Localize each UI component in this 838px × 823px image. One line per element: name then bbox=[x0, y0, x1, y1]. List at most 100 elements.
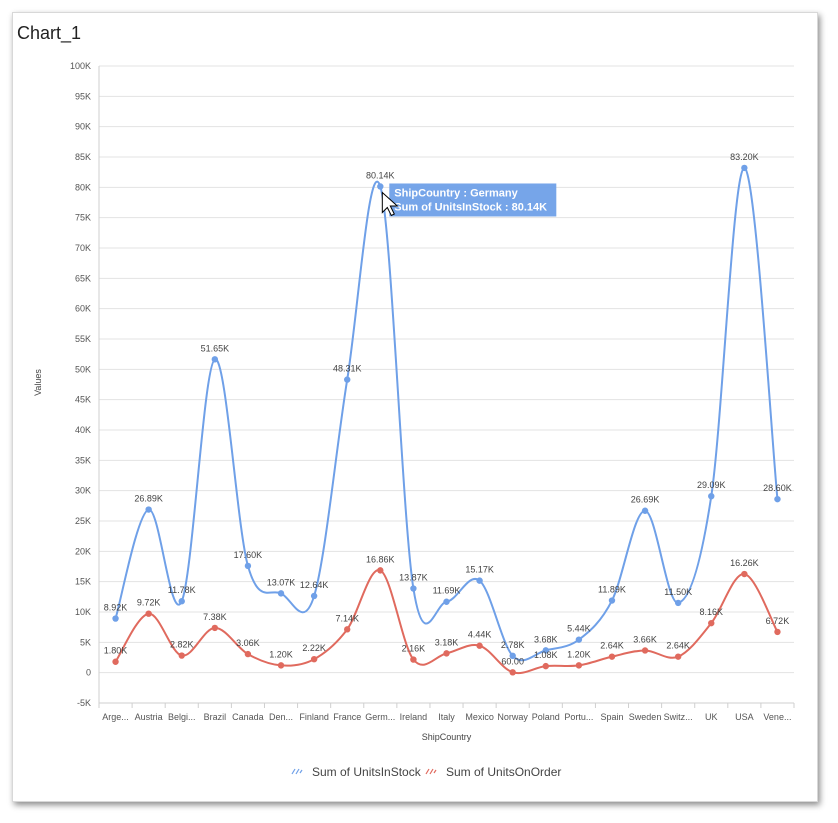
legend-label: Sum of UnitsInStock bbox=[312, 765, 422, 779]
data-point[interactable] bbox=[112, 615, 119, 622]
data-label: 3.06K bbox=[236, 638, 260, 648]
data-point[interactable] bbox=[410, 585, 417, 592]
data-point[interactable] bbox=[476, 577, 483, 584]
data-label: 7.14K bbox=[335, 613, 359, 623]
y-tick-label: 90K bbox=[75, 122, 91, 132]
data-label: 48.31K bbox=[333, 364, 362, 374]
legend-line-icon bbox=[425, 768, 437, 775]
y-tick-label: 95K bbox=[75, 91, 91, 101]
x-tick-label: Portu... bbox=[564, 712, 593, 722]
tooltip: ShipCountry : Germany Sum of UnitsInStock… bbox=[389, 183, 557, 217]
data-point[interactable] bbox=[277, 662, 285, 669]
y-tick-label: 55K bbox=[75, 334, 91, 344]
data-point[interactable] bbox=[674, 653, 682, 660]
data-point[interactable] bbox=[575, 662, 583, 669]
data-label: 17.60K bbox=[234, 550, 263, 560]
data-label: 2.16K bbox=[402, 644, 426, 654]
tooltip-line-2: Sum of UnitsInStock : 80.14K bbox=[394, 201, 547, 213]
data-point[interactable] bbox=[244, 650, 252, 658]
data-point[interactable] bbox=[608, 597, 616, 604]
data-label: 11.78K bbox=[168, 585, 196, 595]
x-tick-label: Vene... bbox=[763, 712, 791, 722]
data-point[interactable] bbox=[509, 669, 516, 676]
data-label: 60.00 bbox=[501, 656, 524, 666]
data-point[interactable] bbox=[542, 662, 549, 670]
data-label: 16.86K bbox=[366, 554, 395, 564]
y-tick-label: 100K bbox=[70, 61, 91, 71]
data-point[interactable] bbox=[641, 647, 649, 654]
data-label: 3.66K bbox=[633, 634, 657, 644]
data-point[interactable] bbox=[708, 619, 715, 627]
data-point[interactable] bbox=[476, 642, 483, 649]
data-label: 8.16K bbox=[699, 607, 723, 617]
data-label: 2.64K bbox=[666, 641, 690, 651]
data-point[interactable] bbox=[608, 653, 616, 660]
data-point[interactable] bbox=[112, 658, 119, 665]
data-point[interactable] bbox=[310, 592, 318, 600]
y-tick-label: 0 bbox=[86, 668, 91, 678]
data-label: 3.18K bbox=[435, 637, 459, 647]
data-point[interactable] bbox=[443, 650, 450, 657]
legend-label: Sum of UnitsOnOrder bbox=[446, 765, 561, 779]
data-point[interactable] bbox=[410, 656, 417, 663]
data-point[interactable] bbox=[145, 610, 152, 617]
x-tick-label: Germ... bbox=[365, 712, 395, 722]
data-point[interactable] bbox=[741, 164, 748, 172]
x-tick-label: Mexico bbox=[465, 712, 494, 722]
data-label: 9.72K bbox=[137, 598, 161, 608]
series-line-units-on-order bbox=[114, 569, 779, 675]
data-point[interactable] bbox=[774, 628, 781, 636]
data-point[interactable] bbox=[641, 507, 649, 514]
x-tick-label: Austria bbox=[135, 712, 163, 722]
y-axis-title: Values bbox=[33, 369, 43, 396]
y-tick-label: 70K bbox=[75, 243, 91, 253]
data-label: 80.14K bbox=[366, 170, 395, 180]
x-tick-label: Poland bbox=[532, 712, 560, 722]
y-tick-label: -5K bbox=[77, 698, 91, 708]
data-point[interactable] bbox=[509, 652, 516, 660]
data-label: 1.20K bbox=[567, 649, 591, 659]
data-label: 1.08K bbox=[534, 650, 558, 660]
data-point[interactable] bbox=[277, 590, 285, 597]
data-point[interactable] bbox=[145, 506, 152, 513]
data-point[interactable] bbox=[344, 626, 351, 633]
y-tick-label: 60K bbox=[75, 304, 91, 314]
data-point[interactable] bbox=[674, 599, 682, 607]
data-point[interactable] bbox=[708, 492, 715, 500]
data-point[interactable] bbox=[377, 183, 384, 190]
legend-item[interactable]: Sum of UnitsInStock bbox=[291, 765, 422, 779]
data-point[interactable] bbox=[178, 652, 185, 659]
y-tick-label: 10K bbox=[75, 607, 91, 617]
y-tick-label: 20K bbox=[75, 546, 91, 556]
data-point[interactable] bbox=[178, 598, 185, 605]
legend-line-icon bbox=[291, 768, 303, 775]
data-label: 2.78K bbox=[501, 640, 525, 650]
data-point[interactable] bbox=[344, 376, 351, 383]
x-tick-label: Norway bbox=[497, 712, 528, 722]
data-point[interactable] bbox=[211, 356, 219, 363]
data-label: 51.65K bbox=[201, 343, 230, 353]
data-label: 11.89K bbox=[598, 585, 626, 595]
data-point[interactable] bbox=[443, 598, 450, 605]
y-tick-label: 45K bbox=[75, 395, 91, 405]
data-label: 2.22K bbox=[302, 643, 326, 653]
data-point[interactable] bbox=[741, 570, 748, 578]
legend-item[interactable]: Sum of UnitsOnOrder bbox=[425, 765, 561, 779]
y-tick-label: 50K bbox=[75, 364, 91, 374]
data-label: 11.69K bbox=[433, 586, 461, 596]
data-point[interactable] bbox=[211, 624, 219, 632]
data-point[interactable] bbox=[377, 567, 384, 574]
data-label: 83.20K bbox=[730, 152, 759, 162]
data-label: 13.07K bbox=[267, 577, 296, 587]
data-point[interactable] bbox=[310, 655, 318, 663]
data-point[interactable] bbox=[774, 495, 781, 503]
data-point[interactable] bbox=[575, 636, 583, 643]
data-point[interactable] bbox=[244, 562, 252, 570]
data-label: 6.72K bbox=[766, 616, 790, 626]
x-tick-label: Canada bbox=[232, 712, 264, 722]
data-label: 8.92K bbox=[104, 603, 128, 613]
x-tick-label: France bbox=[333, 712, 361, 722]
data-point[interactable] bbox=[542, 647, 549, 654]
data-label: 12.64K bbox=[300, 580, 329, 590]
